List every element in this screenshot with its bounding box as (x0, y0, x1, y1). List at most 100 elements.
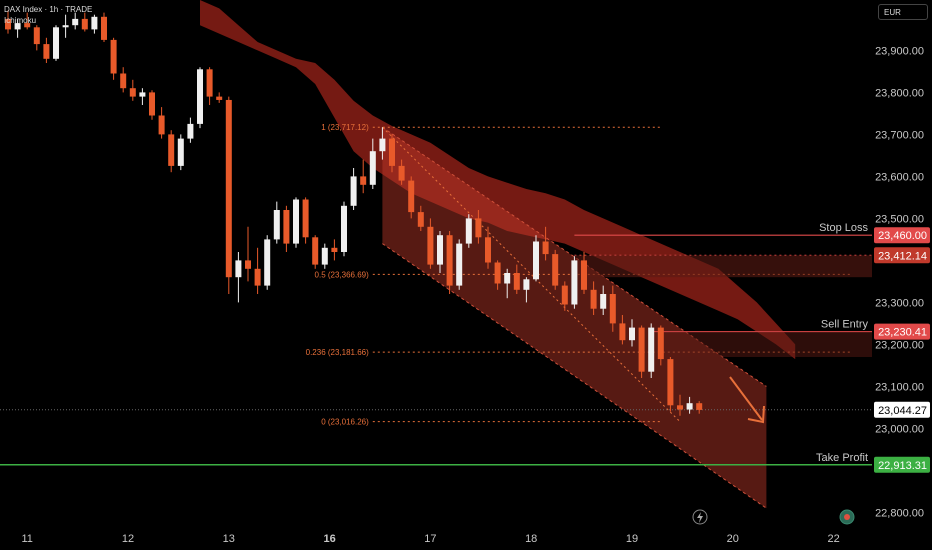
candle-body (24, 23, 31, 28)
fib-level-label: 0 (23,016.26) (321, 418, 369, 427)
candle (81, 12, 88, 32)
candle (187, 117, 194, 143)
down-arrow-icon (729, 376, 765, 424)
candle-body (513, 273, 520, 290)
price-tick-label: 23,600.00 (875, 171, 924, 183)
candle-body (629, 327, 635, 341)
candle-body (561, 285, 568, 305)
candle (321, 243, 328, 269)
candle-body (129, 88, 136, 97)
target-icon[interactable] (839, 509, 855, 525)
indicator-label[interactable]: Ichimoku (4, 16, 37, 25)
price-levels: Stop Loss Sell Entry Take Profit (0, 222, 872, 466)
candle-body (619, 323, 626, 341)
candle-body (302, 199, 309, 238)
time-tick-label: 13 (223, 533, 235, 545)
candle (350, 168, 357, 210)
candle-body (657, 327, 664, 360)
candle-body (648, 327, 655, 372)
time-tick-label: 12 (122, 533, 134, 545)
candle-body (686, 403, 693, 410)
candle (101, 12, 107, 42)
candle (465, 214, 472, 248)
candle-body (600, 294, 607, 309)
candle (168, 130, 175, 173)
candle (33, 25, 40, 51)
candle (677, 394, 683, 416)
price-tick-label: 23,200.00 (875, 339, 924, 351)
chart-header: DAX Index · 1h · TRADE Ichimoku (4, 4, 92, 26)
time-tick-label: 17 (424, 533, 436, 545)
chart-annotations (692, 376, 855, 525)
candle (619, 315, 626, 345)
candle-body (62, 25, 69, 28)
candle (427, 218, 434, 269)
candle (273, 201, 280, 244)
candle-body (331, 247, 338, 252)
candle (513, 264, 520, 294)
candles (5, 10, 703, 416)
candle (629, 319, 635, 347)
candle-body (417, 212, 424, 227)
candle-body (389, 138, 395, 166)
candle-body (523, 279, 530, 290)
price-tick-label: 22,800.00 (875, 507, 924, 519)
time-tick-label: 19 (626, 533, 638, 545)
candle (312, 235, 319, 269)
candle-body (609, 294, 616, 324)
candle (437, 231, 443, 273)
time-tick-label: 22 (827, 533, 839, 545)
time-axis: 11 12 13 16 17 18 19 20 22 (21, 533, 839, 545)
candle-body (293, 199, 299, 244)
stop-loss-label: Stop Loss (819, 222, 868, 234)
time-tick-label: 11 (21, 533, 32, 545)
candle-body (341, 205, 347, 252)
currency-button[interactable]: EUR (878, 4, 928, 20)
candle-body (206, 69, 213, 97)
descending-channel (382, 126, 767, 509)
candle (177, 134, 184, 171)
sell-entry-label: Sell Entry (821, 319, 869, 331)
candle (408, 176, 415, 219)
candle (293, 197, 299, 248)
candle-body (254, 268, 261, 286)
current-price-tag: 23,044.27 (874, 401, 930, 418)
candle-body (638, 327, 645, 372)
candle-body (437, 235, 443, 265)
candle (686, 396, 693, 414)
fib-level-label: 1 (23,717.12) (321, 123, 369, 132)
candle (331, 239, 338, 261)
lightning-icon[interactable] (692, 509, 708, 525)
candle (417, 205, 424, 231)
stop-loss-price-tag-bg (874, 227, 930, 244)
symbol-title[interactable]: DAX Index · 1h · TRADE (4, 5, 93, 14)
resistance-price-tag-bg (874, 247, 930, 264)
candle-body (533, 241, 539, 280)
candle (197, 67, 203, 129)
price-axis: 23,900.00 23,800.00 23,700.00 23,600.00 23,5… (872, 0, 932, 550)
candle (360, 159, 367, 194)
candle (456, 239, 463, 290)
candle-body (216, 96, 223, 100)
candle-body (177, 138, 184, 166)
candle-body (91, 16, 98, 30)
take-profit-price-tag: 22,913.31 (874, 456, 930, 473)
take-profit-price-tag-text: 22,913.31 (878, 460, 927, 472)
time-tick-label: 18 (525, 533, 537, 545)
candle (216, 92, 223, 103)
candle-body (139, 92, 146, 97)
candle-body (542, 241, 549, 255)
candle (206, 67, 213, 105)
price-tick-label: 23,100.00 (875, 381, 924, 393)
candle-body (5, 18, 11, 30)
candle (283, 205, 290, 252)
candle-body (81, 18, 88, 30)
sell-entry-price-tag: 23,230.41 (874, 323, 930, 340)
stop-loss-price-tag: 23,460.00 (874, 227, 930, 244)
candle-body (571, 260, 578, 305)
candle (571, 256, 578, 309)
candle (149, 90, 155, 120)
candle-body (283, 210, 290, 244)
candle-body (245, 260, 251, 269)
